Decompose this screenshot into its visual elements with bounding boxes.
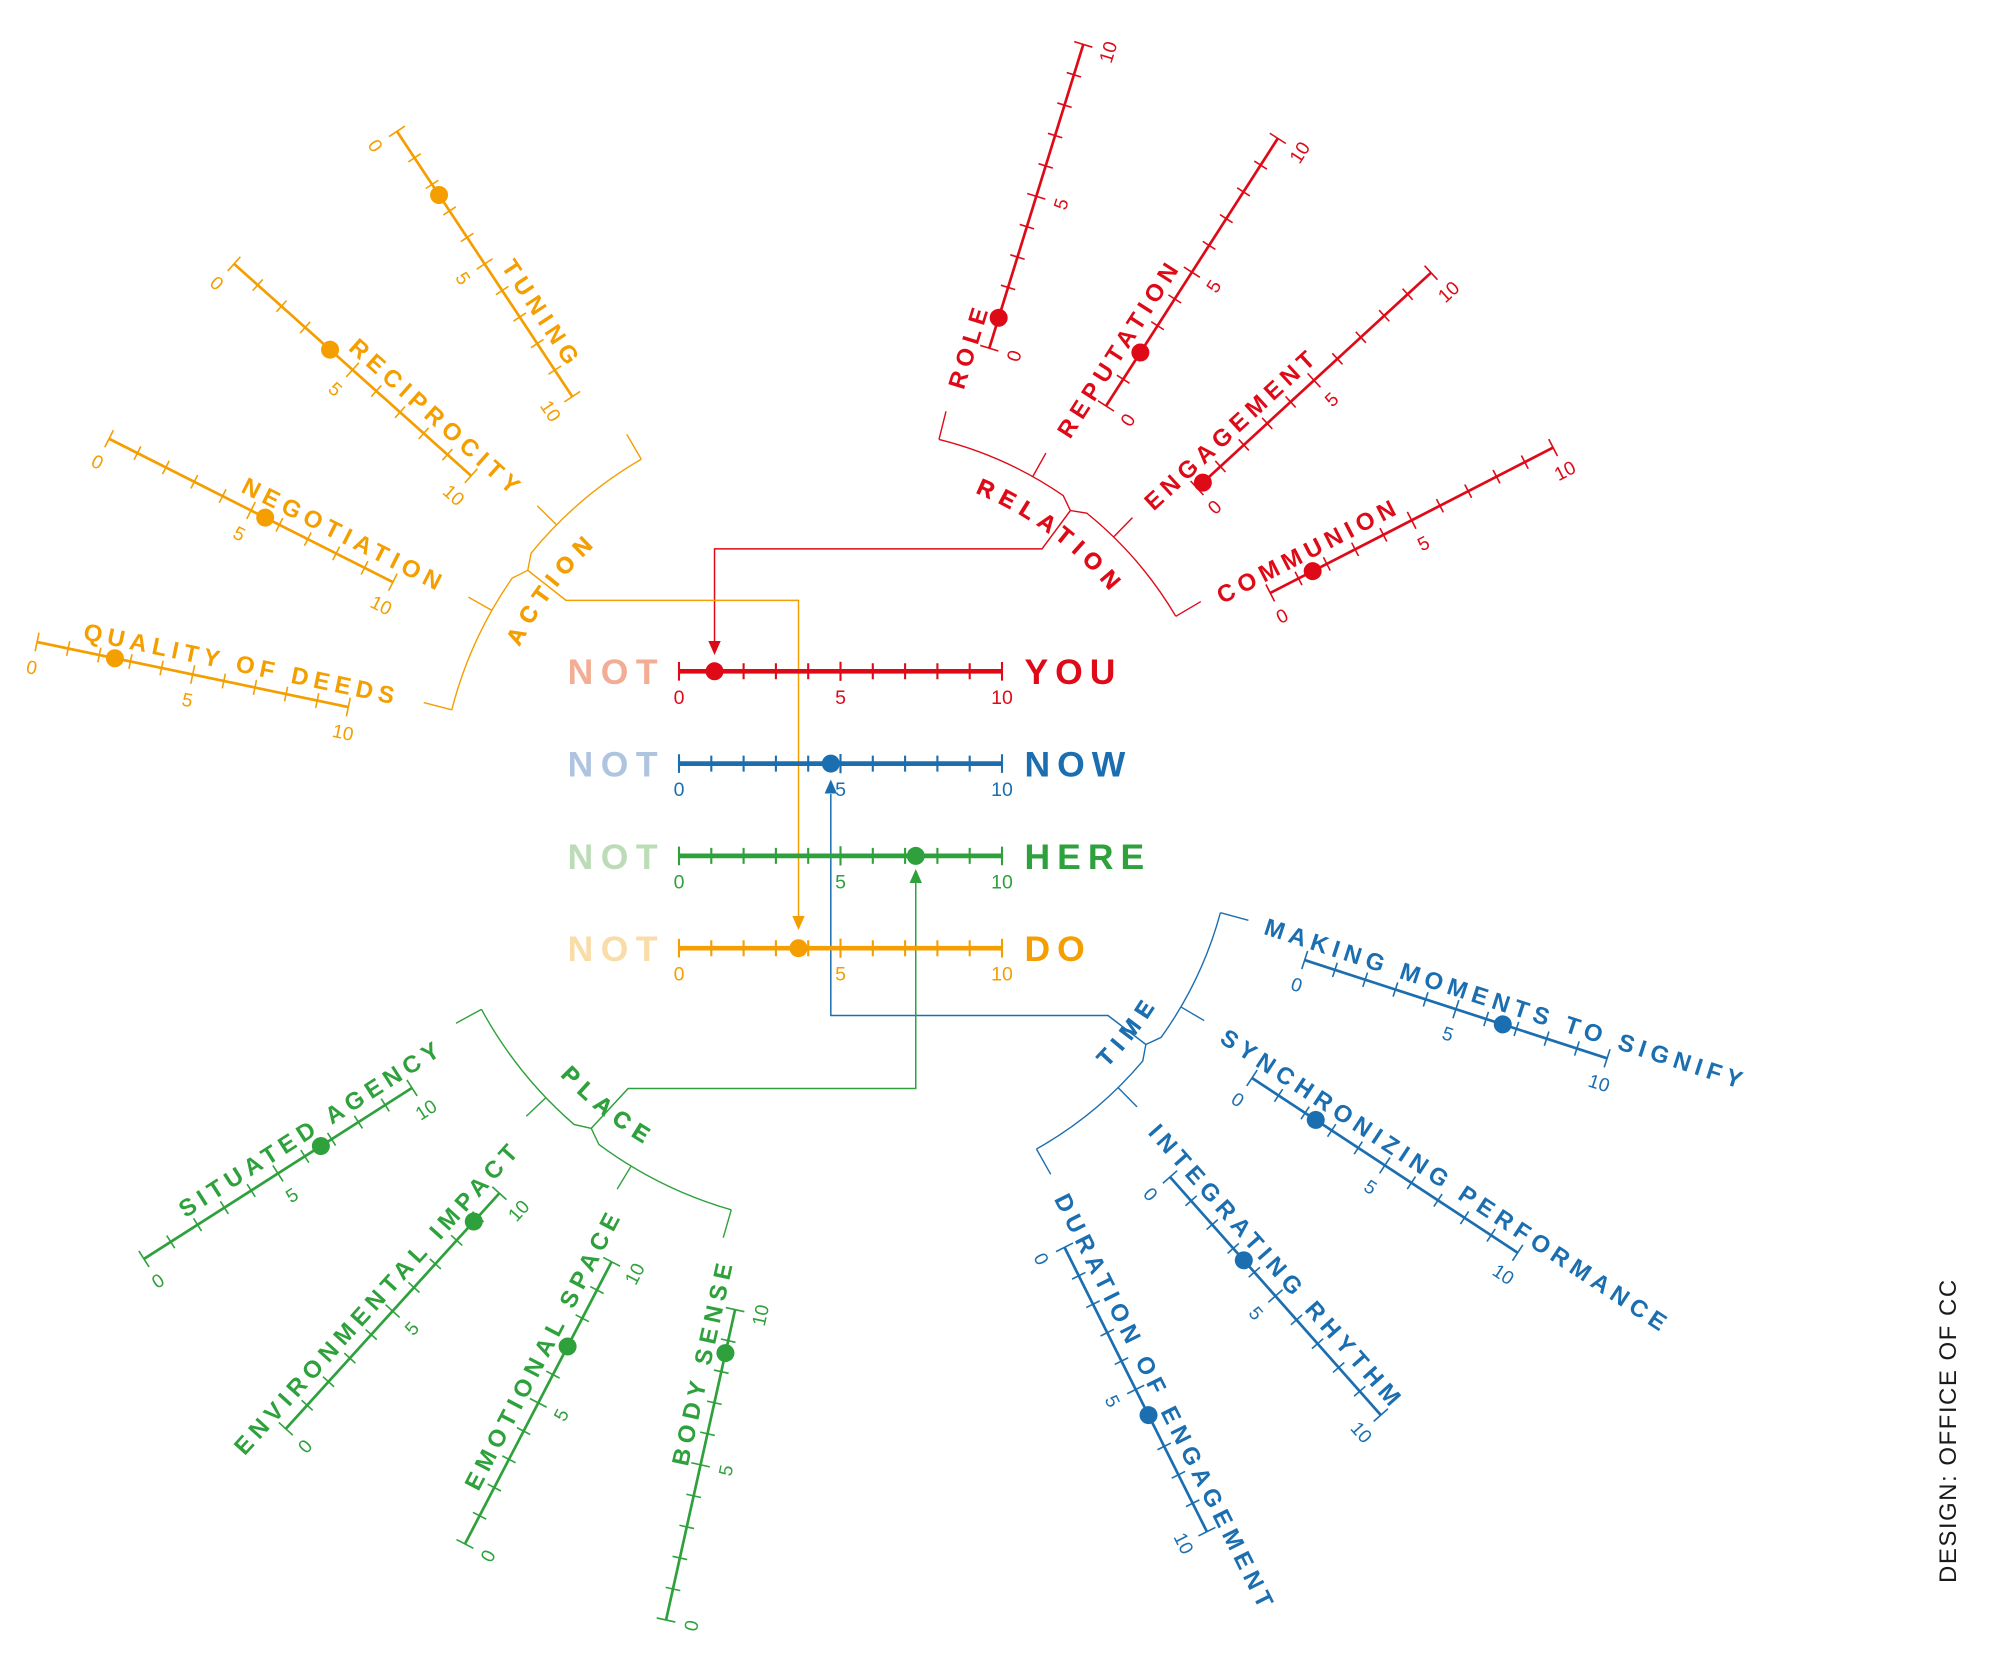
svg-text:NOT: NOT: [568, 837, 665, 877]
svg-text:NOT: NOT: [568, 745, 665, 785]
svg-text:5: 5: [835, 964, 846, 986]
svg-text:5: 5: [835, 779, 846, 801]
svg-text:5: 5: [716, 1463, 739, 1478]
svg-text:0: 0: [674, 871, 685, 893]
svg-text:NOT: NOT: [568, 929, 665, 969]
svg-text:10: 10: [991, 871, 1013, 893]
svg-text:5: 5: [835, 871, 846, 893]
svg-text:0: 0: [681, 1618, 704, 1633]
svg-text:NOW: NOW: [1025, 745, 1133, 785]
svg-text:0: 0: [674, 964, 685, 986]
svg-text:HERE: HERE: [1025, 837, 1152, 877]
svg-text:DO: DO: [1025, 929, 1092, 969]
svg-text:10: 10: [330, 721, 355, 746]
svg-text:0: 0: [674, 779, 685, 801]
svg-text:10: 10: [991, 964, 1013, 986]
svg-text:10: 10: [991, 779, 1013, 801]
svg-text:5: 5: [180, 690, 195, 713]
svg-text:0: 0: [674, 687, 685, 709]
svg-text:10: 10: [991, 687, 1013, 709]
svg-text:YOU: YOU: [1025, 652, 1123, 692]
svg-text:10: 10: [749, 1303, 774, 1328]
svg-text:0: 0: [24, 657, 39, 680]
svg-text:5: 5: [835, 687, 846, 709]
svg-text:DESIGN: OFFICE OF CC: DESIGN: OFFICE OF CC: [1935, 1278, 1962, 1583]
svg-text:NOT: NOT: [568, 652, 665, 692]
